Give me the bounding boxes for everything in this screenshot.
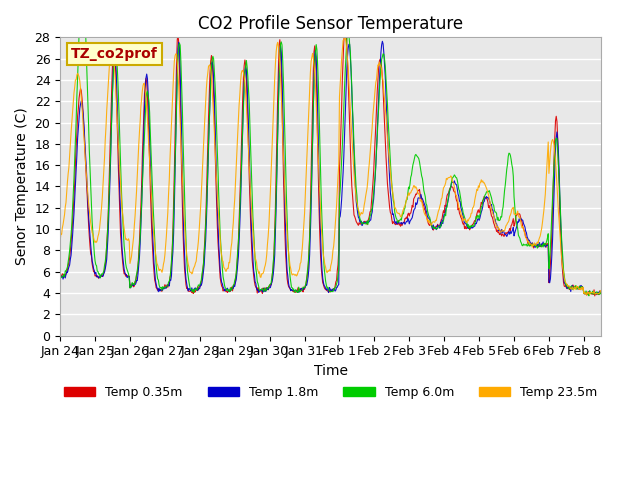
Text: TZ_co2prof: TZ_co2prof bbox=[71, 47, 157, 61]
Y-axis label: Senor Temperature (C): Senor Temperature (C) bbox=[15, 108, 29, 265]
Title: CO2 Profile Sensor Temperature: CO2 Profile Sensor Temperature bbox=[198, 15, 463, 33]
X-axis label: Time: Time bbox=[314, 364, 348, 378]
Legend: Temp 0.35m, Temp 1.8m, Temp 6.0m, Temp 23.5m: Temp 0.35m, Temp 1.8m, Temp 6.0m, Temp 2… bbox=[59, 381, 602, 404]
